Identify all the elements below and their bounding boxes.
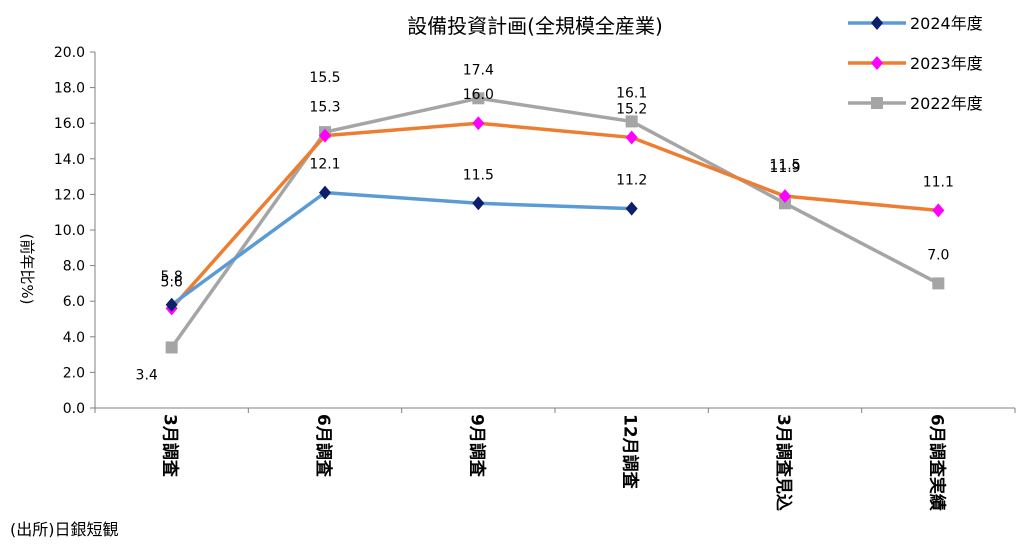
square-marker <box>932 277 945 290</box>
data-label: 5.6 <box>161 274 183 290</box>
series-layer <box>165 92 945 354</box>
diamond-marker <box>932 203 945 218</box>
data-label: 11.9 <box>769 160 800 176</box>
x-category-label: 9月調査 <box>466 414 487 478</box>
axes: 0.0 2.0 4.0 6.0 8.0 10.0 12.0 14.0 16.0 18.0 20.0 3… <box>54 45 1016 511</box>
source-note: (出所)日銀短観 <box>10 520 119 539</box>
diamond-marker <box>165 297 178 312</box>
chart-title: 設備投資計画(全規模全産業) <box>407 14 663 38</box>
series-line <box>170 121 939 310</box>
series-line <box>170 96 940 349</box>
data-labels: 5.8 12.1 11.5 11.2 5.6 15.3 16.0 15.2 11.9 11.1 3.… <box>136 62 954 383</box>
data-label: 12.1 <box>309 157 340 173</box>
diamond-marker <box>625 201 638 216</box>
diamond-marker <box>472 116 485 131</box>
x-category-label: 3月調査 <box>160 414 181 478</box>
y-tick-label: 0.0 <box>63 401 85 417</box>
square-marker <box>779 197 791 210</box>
data-label: 15.2 <box>616 101 647 117</box>
y-axis-label: (前年比%) <box>18 234 36 305</box>
diamond-marker <box>871 16 883 30</box>
x-category-label: 3月調査見込 <box>773 414 794 511</box>
y-tick-label: 2.0 <box>63 365 85 381</box>
y-tick-label: 8.0 <box>63 259 85 275</box>
legend-item: 2024年度 <box>848 14 983 33</box>
data-label: 16.1 <box>616 85 647 101</box>
y-tick-label: 14.0 <box>54 152 85 168</box>
data-label: 16.0 <box>463 87 494 103</box>
data-label: 7.0 <box>927 247 949 263</box>
x-category-label: 6月調査実績 <box>926 414 947 511</box>
y-tick-label: 20.0 <box>54 45 85 61</box>
data-label: 11.5 <box>463 167 494 183</box>
legend-label: 2024年度 <box>910 14 983 33</box>
legend-item: 2022年度 <box>848 94 983 113</box>
legend-label: 2022年度 <box>910 94 983 113</box>
series-2023年度 <box>165 116 945 316</box>
diamond-marker <box>319 128 331 143</box>
legend: 2024年度 2023年度 2022年度 <box>848 14 983 113</box>
diamond-marker <box>319 185 331 200</box>
diamond-marker <box>625 130 638 145</box>
square-marker <box>625 115 638 128</box>
x-category-label: 12月調査 <box>620 414 641 490</box>
diamond-marker <box>779 189 791 204</box>
y-tick-label: 6.0 <box>63 294 85 310</box>
y-tick-label: 16.0 <box>54 116 85 132</box>
y-tick-label: 12.0 <box>54 187 85 203</box>
data-label: 15.5 <box>309 70 340 86</box>
y-tick-label: 18.0 <box>54 81 85 97</box>
legend-label: 2023年度 <box>910 54 983 73</box>
square-marker <box>165 341 178 354</box>
data-label: 17.4 <box>463 62 494 78</box>
square-marker <box>472 92 485 105</box>
data-label: 11.5 <box>769 157 800 173</box>
data-label: 5.8 <box>161 269 183 285</box>
data-label: 11.2 <box>616 173 647 189</box>
diamond-marker <box>871 56 883 70</box>
series-2024年度 <box>165 185 638 312</box>
data-label: 15.3 <box>309 100 340 116</box>
data-label: 3.4 <box>136 367 158 383</box>
y-tick-label: 4.0 <box>63 330 85 346</box>
series-line <box>170 190 632 307</box>
y-tick-label: 10.0 <box>54 223 85 239</box>
x-category-label: 6月調査 <box>313 414 334 478</box>
square-marker <box>871 97 883 109</box>
legend-item: 2023年度 <box>848 54 983 73</box>
diamond-marker <box>472 196 485 211</box>
data-label: 11.1 <box>923 174 954 190</box>
